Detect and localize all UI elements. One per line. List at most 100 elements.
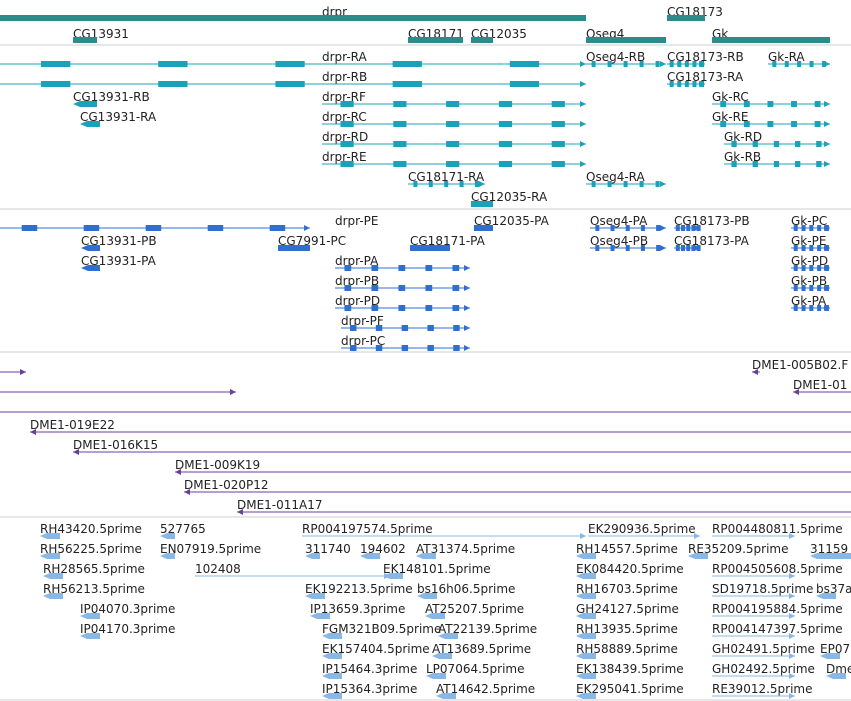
feature-ip13659-3prime[interactable]: IP13659.3prime: [310, 602, 405, 619]
feature-sd19718-5prime[interactable]: SD19718.5prime: [712, 582, 813, 599]
feature-gk-ra[interactable]: Gk-RA: [768, 50, 830, 67]
feature-cg18173-pa[interactable]: CG18173-PA: [674, 234, 750, 251]
feature-bs37a[interactable]: bs37a: [816, 582, 851, 599]
feature-drpr-pb[interactable]: drpr-PB: [335, 274, 470, 291]
feature-ek138439-5prime[interactable]: EK138439.5prime: [576, 662, 684, 679]
feature-en07919-5prime[interactable]: EN07919.5prime: [160, 542, 261, 559]
feature-cg13931-pa[interactable]: CG13931-PA: [81, 254, 157, 271]
feature-rh14557-5prime[interactable]: RH14557.5prime: [576, 542, 678, 559]
feature-re35209-5prime[interactable]: RE35209.5prime: [688, 542, 789, 559]
feature-re39012-5prime[interactable]: RE39012.5prime: [712, 682, 813, 699]
feature-rh56213-5prime[interactable]: RH56213.5prime: [43, 582, 145, 599]
feature-at25207-5prime[interactable]: AT25207.5prime: [425, 602, 524, 619]
feature-cg13931-ra[interactable]: CG13931-RA: [80, 110, 157, 127]
feature-gh24127-5prime[interactable]: GH24127.5prime: [576, 602, 679, 619]
feature-527765[interactable]: 527765: [160, 522, 206, 539]
feature-cg12035[interactable]: CG12035: [471, 27, 527, 43]
feature-gk-rd[interactable]: Gk-RD: [724, 130, 830, 147]
feature-oseg4[interactable]: Oseg4: [586, 27, 666, 43]
feature-drpr[interactable]: drpr: [0, 5, 586, 21]
feature-gk-rc[interactable]: Gk-RC: [712, 90, 830, 107]
feature-rh28565-5prime[interactable]: RH28565.5prime: [43, 562, 145, 579]
feature-gk-pa[interactable]: Gk-PA: [791, 294, 830, 311]
feature-rh13935-5prime[interactable]: RH13935.5prime: [576, 622, 678, 639]
feature-dme1-005b02-f[interactable]: DME1-005B02.F: [752, 358, 848, 375]
feature-dme1-01[interactable]: DME1-01: [793, 378, 851, 395]
feature-ip15364-3prime[interactable]: IP15364.3prime: [322, 682, 417, 699]
feature-ep07[interactable]: EP07: [820, 642, 850, 659]
feature-drpr-rc[interactable]: drpr-RC: [322, 110, 586, 127]
feature-cg12035-pa[interactable]: CG12035-PA: [474, 214, 550, 231]
feature-lp07064-5prime[interactable]: LP07064.5prime: [426, 662, 525, 679]
feature-cg18173-pb[interactable]: CG18173-PB: [674, 214, 750, 231]
feature-gk-pb[interactable]: Gk-PB: [791, 274, 830, 291]
feature-drpr-rf[interactable]: drpr-RF: [322, 90, 586, 107]
feature-dme1-016k15[interactable]: DME1-016K15: [73, 438, 851, 455]
feature-ek290936-5prime[interactable]: EK290936.5prime: [588, 522, 700, 539]
feature-at31374-5prime[interactable]: AT31374.5prime: [416, 542, 515, 559]
feature-fgm321b09-5prime[interactable]: FGM321B09.5prime: [322, 622, 441, 639]
feature-cg18173-ra[interactable]: CG18173-RA: [667, 70, 744, 87]
feature-rp004505608-5prime[interactable]: RP004505608.5prime: [712, 562, 843, 579]
feature-drpr-pd[interactable]: drpr-PD: [335, 294, 470, 311]
feature-cg18173-rb[interactable]: CG18173-RB: [667, 50, 744, 67]
feature-gk-rb[interactable]: Gk-RB: [724, 150, 830, 167]
feature-cg7991-pc[interactable]: CG7991-PC: [278, 234, 346, 251]
feature-cg18171-ra[interactable]: CG18171-RA: [408, 170, 485, 187]
feature-ek295041-5prime[interactable]: EK295041.5prime: [576, 682, 684, 699]
feature-cg13931-pb[interactable]: CG13931-PB: [81, 234, 157, 251]
feature-oseg4-ra[interactable]: Oseg4-RA: [586, 170, 666, 187]
feature-gk-pc[interactable]: Gk-PC: [791, 214, 830, 231]
feature-dme1-020p12[interactable]: DME1-020P12: [184, 478, 851, 495]
feature-drpr-re[interactable]: drpr-RE: [322, 150, 586, 167]
feature-rh43420-5prime[interactable]: RH43420.5prime: [40, 522, 142, 539]
feature-drpr-pf[interactable]: drpr-PF: [341, 314, 470, 331]
feature-cg18171[interactable]: CG18171: [408, 27, 464, 43]
feature-cg12035-ra[interactable]: CG12035-RA: [471, 190, 548, 207]
feature-ip04070-3prime[interactable]: IP04070.3prime: [80, 602, 175, 619]
feature-rh58889-5prime[interactable]: RH58889.5prime: [576, 642, 678, 659]
feature-ip04170-3prime[interactable]: IP04170.3prime: [80, 622, 175, 639]
feature-rp004195884-5prime[interactable]: RP004195884.5prime: [712, 602, 843, 619]
feature-cg13931[interactable]: CG13931: [73, 27, 129, 43]
feature-rp004147397-5prime[interactable]: RP004147397.5prime: [712, 622, 843, 639]
feature-ek148101-5prime[interactable]: EK148101.5prime: [383, 562, 491, 579]
feature-194602[interactable]: 194602: [360, 542, 406, 559]
feature-cg13931-rb[interactable]: CG13931-RB: [73, 90, 150, 107]
feature-ek084420-5prime[interactable]: EK084420.5prime: [576, 562, 684, 579]
feature-drpr-rd[interactable]: drpr-RD: [322, 130, 586, 147]
feature-cg18173[interactable]: CG18173: [667, 5, 723, 21]
feature-rp004197574-5prime[interactable]: RP004197574.5prime: [302, 522, 586, 539]
feature-gk[interactable]: Gk: [712, 27, 830, 43]
feature-ip15464-3prime[interactable]: IP15464.3prime: [322, 662, 417, 679]
feature-at14642-5prime[interactable]: AT14642.5prime: [436, 682, 535, 699]
feature-311740[interactable]: 311740: [305, 542, 351, 559]
feature-drpr-rb[interactable]: drpr-RB: [0, 70, 586, 87]
feature-dme1-019e22[interactable]: DME1-019E22: [30, 418, 851, 435]
feature-drpr-pc[interactable]: drpr-PC: [341, 334, 470, 351]
feature-oseg4-pb[interactable]: Oseg4-PB: [590, 234, 666, 251]
feature-at22139-5prime[interactable]: AT22139.5prime: [438, 622, 537, 639]
feature-cg18171-pa[interactable]: CG18171-PA: [410, 234, 486, 251]
feature-dme1-009k19[interactable]: DME1-009K19: [175, 458, 851, 475]
feature-gh02491-5prime[interactable]: GH02491.5prime: [712, 642, 815, 659]
feature-102408[interactable]: 102408: [195, 562, 390, 579]
feature-oseg4-pa[interactable]: Oseg4-PA: [590, 214, 666, 231]
feature-rh16703-5prime[interactable]: RH16703.5prime: [576, 582, 678, 599]
feature-dme1-011a17[interactable]: DME1-011A17: [237, 498, 851, 515]
feature-gk-pe[interactable]: Gk-PE: [791, 234, 830, 251]
feature-gh02492-5prime[interactable]: GH02492.5prime: [712, 662, 815, 679]
feature-31159[interactable]: 31159: [810, 542, 851, 559]
feature-drpr-pa[interactable]: drpr-PA: [335, 254, 470, 271]
feature-ek157404-5prime[interactable]: EK157404.5prime: [322, 642, 430, 659]
feature-at13689-5prime[interactable]: AT13689.5prime: [432, 642, 531, 659]
feature-drpr-ra[interactable]: drpr-RA: [0, 50, 586, 67]
feature-gk-re[interactable]: Gk-RE: [712, 110, 830, 127]
feature-gk-pd[interactable]: Gk-PD: [791, 254, 830, 271]
feature-dme[interactable]: Dme: [826, 662, 851, 679]
feature-oseg4-rb[interactable]: Oseg4-RB: [586, 50, 666, 67]
feature-ek192213-5prime[interactable]: EK192213.5prime: [305, 582, 413, 599]
feature-rp004480811-5prime[interactable]: RP004480811.5prime: [712, 522, 843, 539]
feature-drpr-pe[interactable]: drpr-PE: [0, 214, 378, 231]
feature-rh56225-5prime[interactable]: RH56225.5prime: [40, 542, 142, 559]
